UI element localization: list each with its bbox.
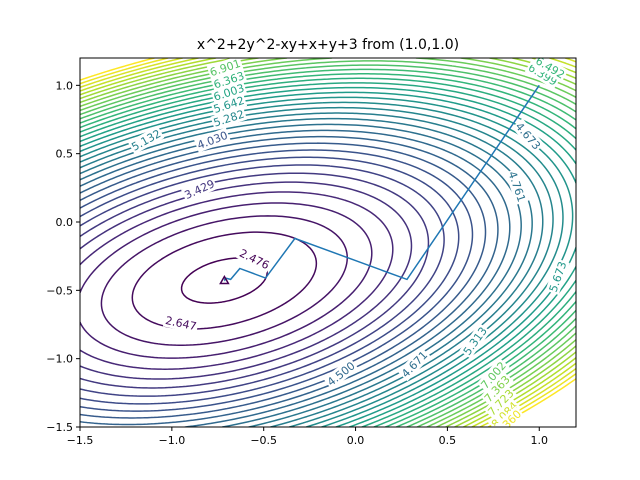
contour-label-gap — [127, 125, 165, 155]
x-axis: −1.5 −1.0 −0.5 0.0 0.5 1.0 — [67, 427, 548, 447]
contour-label-gap — [545, 258, 570, 296]
contour-label-gap — [490, 406, 526, 427]
x-tick-label: 1.0 — [531, 434, 549, 447]
contour-label-gap — [511, 118, 545, 154]
x-tick-label: −1.0 — [158, 434, 185, 447]
descent-path-line — [223, 84, 540, 282]
contour-line — [80, 149, 474, 412]
contour-label: 2.647 — [162, 312, 200, 334]
contour-label-gap — [181, 175, 218, 203]
contour-label-gap — [210, 67, 248, 92]
contour-label-gap — [483, 385, 518, 420]
contour-line — [80, 164, 445, 397]
contour-label-gap — [236, 245, 273, 273]
plot-frame — [79, 57, 577, 428]
x-tick-label: 0.0 — [347, 434, 365, 447]
y-tick-label: 0.5 — [56, 148, 74, 161]
contour-line — [80, 77, 576, 427]
contour-label-gap — [397, 347, 432, 382]
chart-title: x^2+2y^2-xy+x+y+3 from (1.0,1.0) — [197, 37, 459, 53]
contour-label-gap — [487, 397, 522, 427]
contour-label-gap — [323, 357, 359, 390]
contour-label-gap — [210, 92, 248, 117]
y-axis: −1.5 −1.0 −0.5 0.0 0.5 1.0 — [46, 79, 80, 434]
y-tick-label: −1.5 — [46, 421, 73, 434]
contour-label-gap — [476, 357, 510, 393]
contour-label-gap — [532, 58, 569, 83]
contour-label-gap — [459, 323, 491, 359]
y-tick-label: −1.0 — [46, 353, 73, 366]
contour-label-gap — [210, 106, 248, 131]
descent-path — [219, 84, 540, 285]
x-tick-label: −1.5 — [67, 434, 94, 447]
y-tick-label: −0.5 — [46, 284, 73, 297]
contour-line — [80, 142, 487, 419]
contour-label-gap — [524, 59, 562, 90]
contour-label-gap — [210, 80, 248, 105]
contour-line — [180, 257, 268, 304]
contour-line — [100, 215, 348, 346]
contour-line — [80, 156, 460, 405]
minimum-marker — [219, 274, 230, 285]
y-tick-label: 0.0 — [56, 216, 74, 229]
contour-line — [80, 60, 576, 427]
contour-line — [80, 73, 576, 427]
x-tick-label: 0.5 — [439, 434, 457, 447]
contour-line — [80, 135, 499, 426]
contour-label-gap — [162, 312, 200, 334]
contour-line — [80, 191, 394, 370]
contour-label-gap — [480, 371, 514, 406]
contour-label-gap — [206, 58, 244, 80]
contour-label-text: 2.647 — [164, 314, 198, 333]
contour-label-gap — [505, 168, 530, 205]
contour-label-gap — [193, 127, 231, 153]
contour-line — [80, 86, 576, 427]
y-tick-label: 1.0 — [56, 79, 74, 92]
x-tick-label: −0.5 — [250, 434, 277, 447]
